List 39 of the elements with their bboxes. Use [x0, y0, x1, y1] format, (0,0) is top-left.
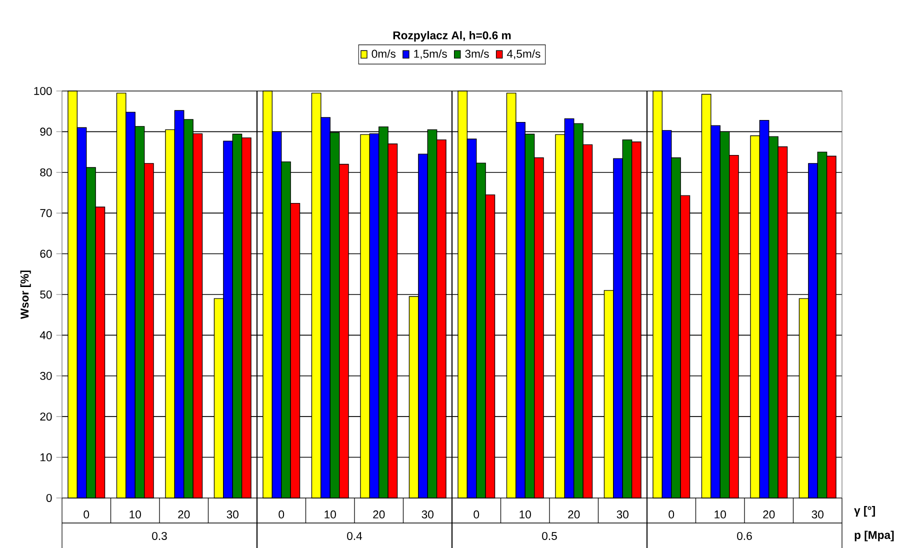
y-axis-title: Wsor [%]	[20, 270, 31, 320]
legend-label: 0m/s	[372, 49, 396, 58]
x-tick-label: 20	[178, 510, 190, 518]
y-tick-label: 50	[40, 290, 52, 298]
y-tick-label: 60	[40, 250, 52, 258]
x-tick-label: 30	[422, 510, 434, 518]
x-tick-label: 20	[373, 510, 385, 518]
text: 0.3	[152, 532, 167, 540]
x-tick-label: 20	[763, 510, 775, 518]
text: p [Mpa]	[854, 530, 894, 542]
y-tick-label: 10	[40, 453, 52, 462]
legend-label: 1,5m/s	[414, 49, 447, 60]
x-tick-label: 0	[278, 510, 284, 518]
y-tick-label: 100	[34, 86, 52, 95]
x-tick-label: 30	[226, 510, 238, 518]
x-tick-label: 30	[616, 510, 628, 518]
x-axis-title: γ [°]	[854, 506, 875, 517]
legend-label: 3m/s	[465, 49, 489, 58]
x-tick-label: 10	[520, 510, 531, 518]
y-tick-label: 30	[40, 372, 52, 380]
x-tick-label: 20	[568, 510, 580, 518]
x-tick-label: 0	[474, 510, 480, 518]
y-tick-label: 80	[40, 168, 52, 176]
x-tick-label: 30	[812, 510, 824, 518]
x-tick-label: 10	[130, 510, 141, 518]
x-tick-label: 0	[84, 510, 90, 518]
legend-label: 4,5m/s	[506, 49, 540, 60]
y-tick-label: 70	[40, 209, 52, 218]
text: 0.6	[737, 532, 752, 540]
y-tick-label: 40	[40, 331, 52, 340]
y-tick-label: 0	[46, 494, 52, 502]
x-tick-label: 10	[324, 510, 336, 518]
y-tick-label: 20	[40, 412, 52, 421]
x-tick-label: 10	[714, 510, 726, 518]
x-tick-label: 0	[668, 510, 674, 518]
chart-title: Rozpylacz Al, h=0.6 m	[393, 31, 511, 42]
text: 0.4	[347, 532, 362, 540]
y-tick-label: 90	[40, 128, 52, 136]
text: 0.5	[542, 532, 557, 540]
